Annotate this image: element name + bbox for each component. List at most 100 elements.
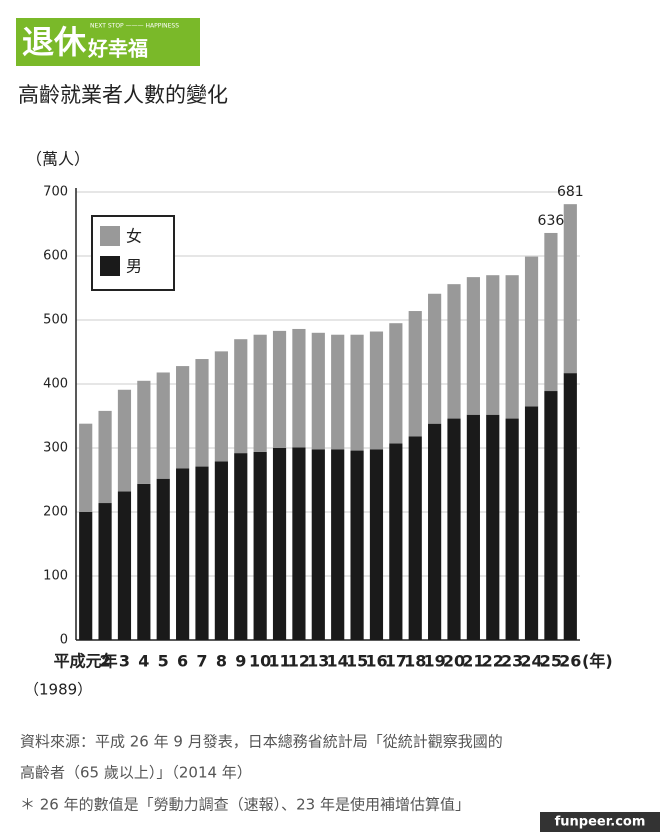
watermark: funpeer.com: [555, 815, 646, 830]
bar-segment: [486, 414, 500, 640]
bar-segment: [389, 323, 403, 444]
bar-segment: [137, 483, 151, 640]
x-tick-label: 22: [482, 652, 504, 671]
note: ＊ 26 年的數值是「勞動力調查（速報）、23 年是使用補增估算值」: [20, 796, 470, 814]
bar-segment: [292, 328, 306, 448]
bar-segment: [486, 275, 500, 415]
bar-segment: [98, 410, 112, 504]
bar-segment: [214, 351, 228, 462]
bar-segment: [389, 443, 403, 640]
x-tick-label: 21: [462, 652, 484, 671]
y-tick-label: 0: [60, 633, 68, 648]
x-tick-label: 平成元年: [54, 652, 118, 671]
bar-segment: [195, 359, 209, 467]
legend-label: 男: [126, 257, 142, 276]
x-tick-label: 24: [520, 652, 542, 671]
bar-segment: [428, 293, 442, 424]
bar-segment: [272, 448, 287, 640]
x-tick-label: 18: [404, 652, 426, 671]
bar-segment: [428, 423, 442, 640]
y-tick-label: 200: [43, 505, 68, 520]
bar-segment: [176, 468, 190, 640]
watermark-box: [540, 812, 660, 832]
source-line: 資料來源：平成 26 年 9 月發表，日本總務省統計局「從統計觀察我國的: [20, 733, 503, 751]
bar-segment: [311, 449, 325, 640]
x-tick-label: 8: [216, 652, 227, 671]
y-label: （萬人）: [26, 150, 90, 169]
bar-segment: [350, 450, 364, 640]
x-tick-label: 23: [501, 652, 523, 671]
bar-segment: [311, 332, 325, 450]
bar-segment: [369, 331, 384, 450]
bar-segment: [176, 366, 190, 469]
y-tick-label: 100: [43, 569, 68, 584]
bar-segment: [331, 334, 345, 450]
bar-segment: [408, 311, 422, 437]
bar-segment: [79, 423, 93, 512]
y-tick-label: 600: [43, 249, 68, 264]
bar-segment: [98, 503, 112, 640]
x-tick-label: 5: [158, 652, 169, 671]
x-tick-label: 9: [235, 652, 246, 671]
bar-segment: [79, 512, 93, 640]
source-line: 高齡者（65 歲以上）」（2014 年）: [20, 764, 252, 782]
logo-sub: 好幸福: [87, 37, 148, 61]
bar-segment: [117, 491, 132, 640]
x-tick-label: 11: [268, 652, 290, 671]
bar-segment: [272, 330, 287, 448]
x-tick-label: 16: [365, 652, 387, 671]
x-label: (年): [582, 652, 613, 671]
bar-segment: [350, 334, 364, 451]
bar-segment: [524, 406, 539, 640]
y-tick-label: 400: [43, 377, 68, 392]
x-tick-label: 2: [100, 652, 111, 671]
legend-swatch: [100, 256, 120, 276]
bar-segment: [234, 453, 248, 640]
bar-segment: [563, 373, 577, 640]
logo-main: 退休: [22, 23, 87, 61]
x-tick-label: 19: [423, 652, 445, 671]
x-tick-label: 20: [443, 652, 465, 671]
bar-segment: [253, 451, 267, 640]
bar-segment: [466, 277, 480, 415]
annotation: 681: [557, 184, 584, 200]
x-sublabel: （1989）: [24, 681, 92, 699]
x-tick-label: 6: [177, 652, 188, 671]
bar-segment: [253, 334, 267, 452]
bar-segment: [544, 232, 558, 392]
annotation: 636: [538, 213, 565, 229]
logo-box: [16, 18, 200, 66]
y-tick-label: 300: [43, 441, 68, 456]
bar-segment: [505, 418, 519, 640]
bar-segment: [331, 449, 345, 640]
bar-segment: [544, 391, 558, 640]
bar-segment: [563, 204, 577, 374]
chart-title: 高齡就業者人數的變化: [18, 83, 228, 107]
x-tick-label: 26: [559, 652, 581, 671]
bar-segment: [156, 372, 170, 479]
bar-segment: [292, 447, 306, 640]
x-tick-label: 7: [196, 652, 207, 671]
bar-segment: [234, 339, 248, 454]
bar-segment: [466, 414, 480, 640]
x-tick-label: 15: [346, 652, 368, 671]
bar-segment: [195, 466, 209, 640]
y-tick-label: 700: [43, 185, 68, 200]
x-tick-label: 10: [249, 652, 271, 671]
bar-segment: [117, 389, 132, 492]
bar-segment: [408, 436, 422, 640]
logo-tagline: NEXT STOP ——— HAPPINESS: [90, 23, 179, 30]
x-tick-label: 4: [138, 652, 149, 671]
bar-segment: [214, 461, 228, 640]
legend-label: 女: [126, 227, 142, 246]
bar-segment: [524, 256, 539, 407]
bar-segment: [505, 275, 519, 419]
bar-segment: [369, 449, 384, 640]
x-tick-label: 14: [327, 652, 349, 671]
x-tick-label: 25: [540, 652, 562, 671]
x-tick-label: 3: [119, 652, 130, 671]
y-tick-label: 500: [43, 313, 68, 328]
bar-segment: [447, 418, 461, 640]
x-tick-label: 17: [385, 652, 407, 671]
